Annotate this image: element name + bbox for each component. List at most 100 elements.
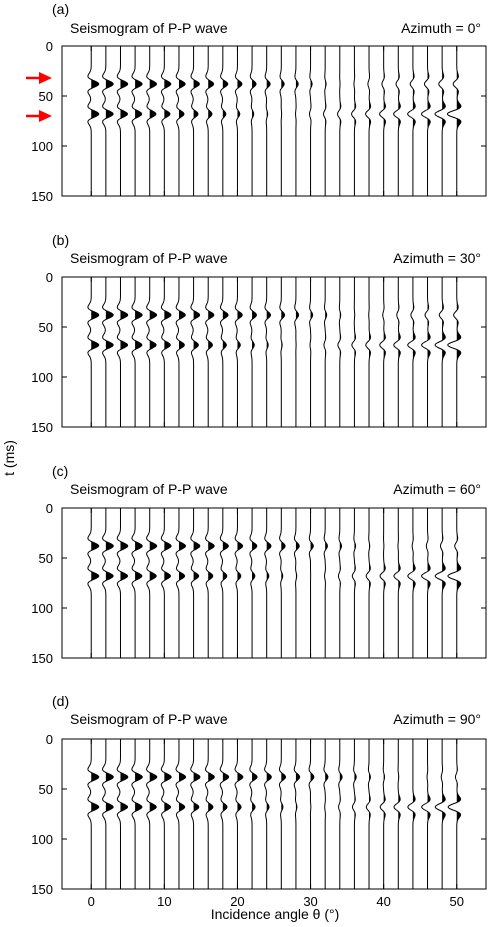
trace-b-14 xyxy=(190,277,201,427)
trace-c-16 xyxy=(205,508,215,658)
trace-fill-a-38 xyxy=(369,46,371,196)
trace-fill-c-46 xyxy=(427,508,431,658)
trace-b-10 xyxy=(160,277,172,427)
trace-fill-a-10 xyxy=(164,46,171,196)
trace-fill-c-22 xyxy=(252,508,257,658)
trace-c-28 xyxy=(293,508,300,658)
trace-c-6 xyxy=(131,508,143,658)
y-tick-label-d-100: 100 xyxy=(31,832,53,847)
trace-fill-b-46 xyxy=(427,277,431,427)
trace-c-40 xyxy=(379,508,386,658)
panel-annotation-a: Azimuth = 0° xyxy=(401,20,481,36)
trace-fill-b-0 xyxy=(91,277,99,427)
trace-a-22 xyxy=(249,46,257,196)
trace-d-8 xyxy=(146,739,158,889)
axes-frame-d xyxy=(61,738,487,890)
trace-b-40 xyxy=(379,277,386,427)
trace-b-26 xyxy=(279,277,286,427)
y-tick-label-b-150: 150 xyxy=(31,420,53,435)
trace-a-48 xyxy=(434,46,446,196)
trace-b-4 xyxy=(116,277,129,427)
trace-a-8 xyxy=(146,46,157,196)
trace-b-38 xyxy=(365,277,371,427)
trace-fill-a-48 xyxy=(442,46,446,196)
plot-area-a: 0 50 100 150 xyxy=(31,39,487,204)
y-tick-label-d-50: 50 xyxy=(39,782,53,797)
y-tick-label-a-50: 50 xyxy=(39,89,53,104)
trace-fill-d-8 xyxy=(149,739,157,889)
trace-d-12 xyxy=(175,739,187,889)
trace-d-36 xyxy=(351,739,357,889)
trace-c-26 xyxy=(279,508,286,658)
panel-label-a: (a) xyxy=(52,1,69,17)
trace-fill-d-24 xyxy=(266,739,272,889)
trace-fill-c-2 xyxy=(105,508,114,658)
trace-d-22 xyxy=(249,739,258,889)
trace-c-10 xyxy=(160,508,172,658)
trace-c-14 xyxy=(190,508,201,658)
y-tick-label-c-50: 50 xyxy=(39,551,53,566)
trace-fill-d-18 xyxy=(222,739,229,889)
y-tick-label-b-100: 100 xyxy=(31,370,53,385)
trace-fill-a-6 xyxy=(135,46,143,196)
trace-fill-b-42 xyxy=(398,277,401,427)
trace-a-36 xyxy=(351,46,357,196)
panel-c: (c) Seismogram of P-P wave Azimuth = 60° xyxy=(52,463,481,497)
trace-d-10 xyxy=(160,739,172,889)
plot-area-b: 0 50 100 150 xyxy=(31,270,487,435)
trace-fill-a-14 xyxy=(193,46,200,196)
panel-d: (d) Seismogram of P-P wave Azimuth = 90° xyxy=(52,693,481,727)
panel-title-a: Seismogram of P-P wave xyxy=(70,20,228,36)
trace-fill-a-22 xyxy=(252,46,257,196)
trace-c-38 xyxy=(365,508,371,658)
trace-fill-b-22 xyxy=(252,277,257,427)
y-tick-label-d-0: 0 xyxy=(46,732,53,747)
trace-b-48 xyxy=(434,277,446,427)
trace-fill-c-18 xyxy=(222,508,229,658)
trace-d-2 xyxy=(102,739,114,889)
trace-d-28 xyxy=(293,739,301,889)
trace-b-20 xyxy=(234,277,243,427)
trace-fill-c-6 xyxy=(135,508,143,658)
trace-fill-b-2 xyxy=(105,277,114,427)
trace-a-18 xyxy=(220,46,229,196)
trace-c-34 xyxy=(337,508,343,658)
trace-fill-c-40 xyxy=(383,508,386,658)
y-tick-label-b-50: 50 xyxy=(39,320,53,335)
trace-fill-c-28 xyxy=(295,508,300,658)
trace-fill-d-32 xyxy=(325,739,328,889)
trace-b-30 xyxy=(309,277,314,427)
trace-d-6 xyxy=(131,739,143,889)
trace-a-26 xyxy=(279,46,285,196)
trace-fill-b-10 xyxy=(164,277,171,427)
trace-c-36 xyxy=(351,508,357,658)
trace-fill-a-18 xyxy=(222,46,228,196)
plot-area-d: 0 50 100 150 0 10 20 30 40 50 xyxy=(31,732,487,909)
trace-fill-c-30 xyxy=(310,508,314,658)
trace-c-24 xyxy=(264,508,272,658)
trace-d-14 xyxy=(190,739,201,889)
axes-frame-c xyxy=(61,507,487,659)
trace-b-50 xyxy=(447,277,462,427)
panel-annotation-c: Azimuth = 60° xyxy=(393,481,481,497)
trace-b-2 xyxy=(102,277,114,427)
trace-fill-c-12 xyxy=(178,508,186,658)
trace-fill-d-50 xyxy=(456,739,461,889)
panel-b: (b) Seismogram of P-P wave Azimuth = 30° xyxy=(52,232,481,266)
trace-fill-b-20 xyxy=(237,277,243,427)
trace-c-2 xyxy=(102,508,114,658)
trace-fill-b-44 xyxy=(412,277,416,427)
trace-fill-b-38 xyxy=(369,277,371,427)
trace-fill-d-20 xyxy=(237,739,243,889)
trace-fill-b-50 xyxy=(456,277,461,427)
trace-a-4 xyxy=(116,46,129,196)
axes-frame-a xyxy=(61,45,487,197)
panel-title-b: Seismogram of P-P wave xyxy=(70,250,228,266)
trace-a-34 xyxy=(337,46,342,196)
trace-fill-a-2 xyxy=(105,46,114,196)
trace-fill-d-16 xyxy=(208,739,215,889)
trace-a-32 xyxy=(323,46,327,196)
x-tick-label-40: 40 xyxy=(376,894,390,909)
trace-a-6 xyxy=(131,46,143,196)
trace-b-44 xyxy=(407,277,416,427)
